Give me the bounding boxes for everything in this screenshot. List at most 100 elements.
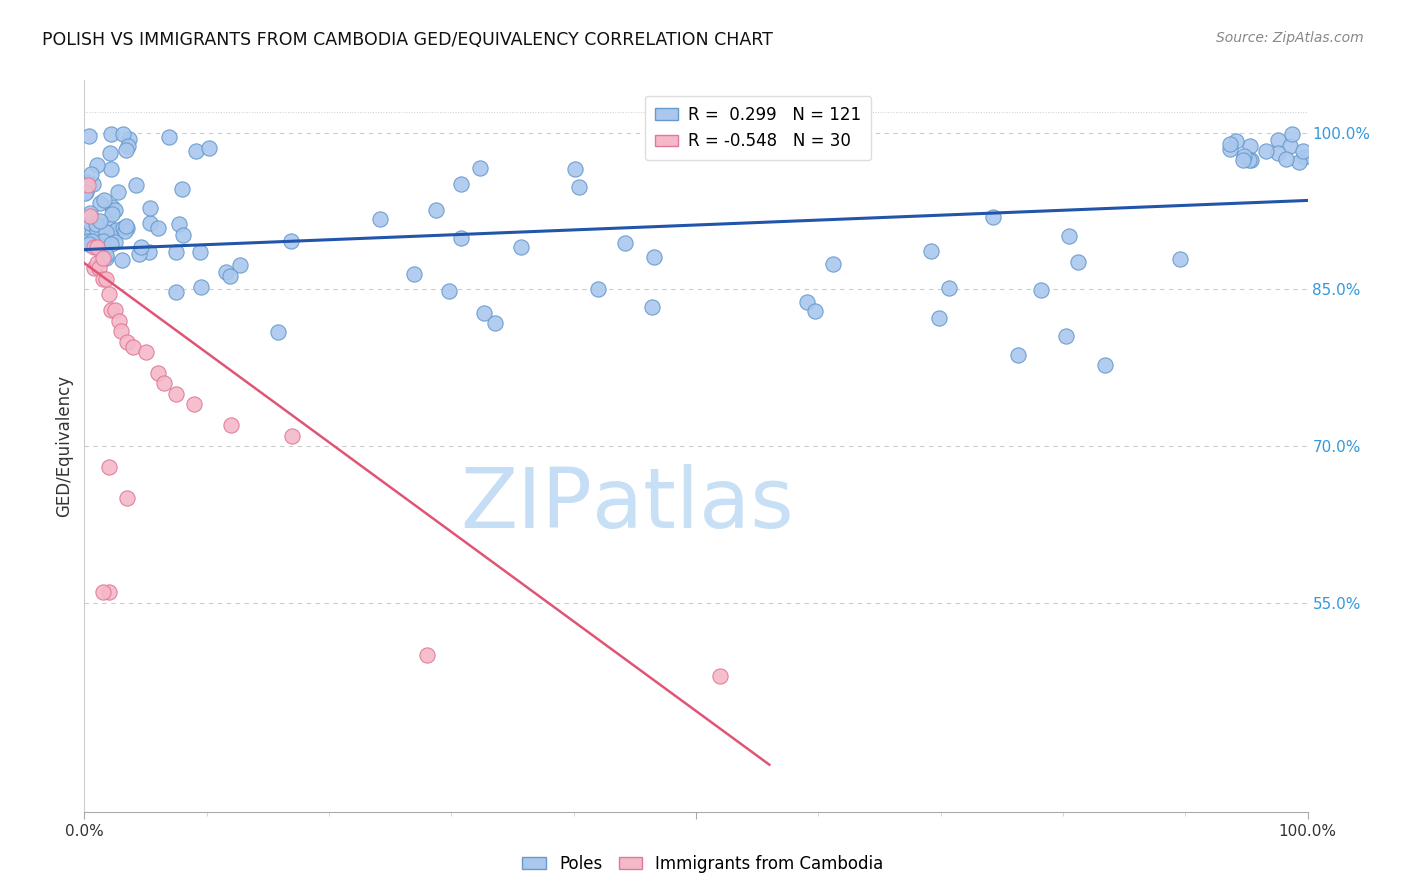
Point bbox=[96, 272, 118, 286]
Point bbox=[115, 334, 138, 349]
Text: atlas: atlas bbox=[592, 464, 794, 545]
Point bbox=[138, 245, 160, 260]
Point bbox=[803, 303, 825, 318]
Point bbox=[1094, 358, 1116, 372]
Point bbox=[1281, 127, 1303, 141]
Point bbox=[167, 218, 190, 232]
Point bbox=[1267, 145, 1289, 160]
Point bbox=[219, 418, 242, 433]
Point bbox=[198, 141, 221, 155]
Point bbox=[100, 231, 122, 245]
Point bbox=[117, 138, 139, 153]
Point bbox=[146, 366, 169, 380]
Point bbox=[80, 226, 103, 240]
Point bbox=[87, 261, 110, 276]
Point bbox=[112, 221, 135, 235]
Point bbox=[229, 258, 252, 272]
Point bbox=[100, 303, 122, 318]
Point bbox=[186, 144, 208, 158]
Point bbox=[77, 178, 100, 192]
Point bbox=[643, 250, 665, 264]
Point bbox=[1288, 155, 1310, 169]
Point bbox=[153, 376, 176, 391]
Point bbox=[368, 212, 391, 227]
Point bbox=[1168, 252, 1191, 266]
Point bbox=[94, 251, 117, 265]
Point bbox=[281, 428, 304, 442]
Point bbox=[510, 240, 533, 254]
Legend: R =  0.299   N = 121, R = -0.548   N = 30: R = 0.299 N = 121, R = -0.548 N = 30 bbox=[645, 96, 872, 161]
Point bbox=[77, 236, 100, 251]
Point bbox=[1219, 142, 1241, 156]
Point bbox=[98, 145, 121, 160]
Point bbox=[122, 340, 145, 354]
Point bbox=[183, 397, 205, 411]
Point bbox=[104, 202, 127, 217]
Point bbox=[165, 386, 187, 401]
Point bbox=[1054, 329, 1077, 343]
Point bbox=[105, 223, 128, 237]
Point bbox=[468, 161, 491, 176]
Point bbox=[981, 211, 1004, 225]
Point bbox=[84, 233, 107, 247]
Legend: Poles, Immigrants from Cambodia: Poles, Immigrants from Cambodia bbox=[516, 848, 890, 880]
Point bbox=[77, 235, 100, 249]
Point bbox=[73, 186, 96, 200]
Y-axis label: GED/Equivalency: GED/Equivalency bbox=[55, 375, 73, 517]
Point bbox=[114, 224, 136, 238]
Point bbox=[94, 225, 117, 239]
Point bbox=[112, 127, 135, 141]
Point bbox=[79, 167, 101, 181]
Point bbox=[938, 281, 960, 295]
Point bbox=[1275, 153, 1298, 167]
Point bbox=[91, 242, 114, 256]
Point bbox=[104, 303, 127, 318]
Point bbox=[110, 324, 132, 338]
Point bbox=[104, 235, 127, 250]
Point bbox=[115, 143, 138, 157]
Point bbox=[91, 585, 114, 599]
Point bbox=[93, 193, 115, 207]
Point bbox=[96, 217, 118, 231]
Point bbox=[416, 648, 439, 662]
Point bbox=[100, 237, 122, 252]
Point bbox=[80, 237, 103, 252]
Point bbox=[564, 161, 586, 176]
Point bbox=[1007, 348, 1029, 362]
Point bbox=[568, 179, 591, 194]
Point bbox=[1240, 153, 1263, 167]
Point bbox=[709, 669, 731, 683]
Point bbox=[128, 247, 150, 261]
Point bbox=[100, 128, 122, 142]
Point bbox=[73, 211, 96, 225]
Point bbox=[115, 219, 138, 233]
Point bbox=[107, 186, 129, 200]
Point bbox=[100, 162, 122, 177]
Point bbox=[190, 280, 212, 294]
Point bbox=[484, 316, 506, 330]
Point bbox=[91, 272, 114, 286]
Point bbox=[83, 240, 105, 254]
Point bbox=[1219, 136, 1241, 151]
Point bbox=[115, 491, 138, 506]
Point bbox=[75, 185, 97, 199]
Point bbox=[89, 195, 111, 210]
Point bbox=[1225, 134, 1247, 148]
Point bbox=[86, 240, 108, 254]
Point bbox=[83, 261, 105, 276]
Point bbox=[97, 287, 120, 301]
Point bbox=[165, 245, 187, 260]
Point bbox=[135, 345, 157, 359]
Point bbox=[172, 228, 194, 243]
Point bbox=[172, 182, 194, 196]
Point bbox=[79, 209, 101, 223]
Point bbox=[641, 300, 664, 314]
Point bbox=[215, 265, 238, 279]
Point bbox=[472, 306, 495, 320]
Point bbox=[83, 236, 105, 251]
Point bbox=[125, 178, 148, 192]
Point bbox=[1059, 229, 1081, 244]
Point bbox=[96, 248, 118, 262]
Point bbox=[79, 216, 101, 230]
Point bbox=[586, 282, 609, 296]
